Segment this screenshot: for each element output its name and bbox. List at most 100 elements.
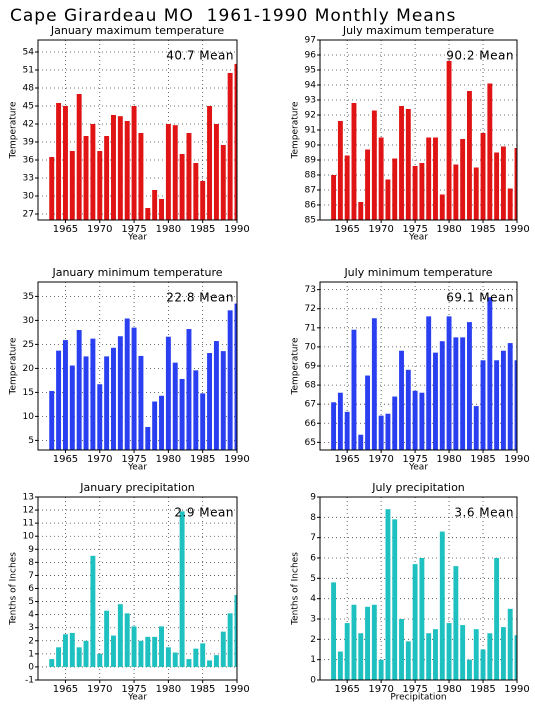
bar — [186, 329, 192, 450]
bar — [207, 660, 213, 667]
y-tick-label: 5 — [28, 436, 34, 446]
bar — [62, 340, 68, 450]
bar — [378, 137, 384, 220]
y-tick-label: 48 — [23, 84, 35, 94]
bar — [186, 659, 192, 667]
bar — [365, 606, 370, 680]
bar — [138, 640, 144, 667]
bar — [220, 631, 226, 667]
x-axis-label: Year — [127, 463, 147, 473]
bar — [399, 106, 404, 220]
y-tick-label: 97 — [305, 36, 316, 46]
bar — [159, 199, 164, 220]
bar — [446, 316, 452, 450]
bar — [179, 511, 185, 667]
y-tick-label: 54 — [23, 48, 35, 58]
bar — [480, 649, 486, 680]
bar — [227, 310, 233, 450]
bars — [49, 64, 237, 220]
y-tick-label: 30 — [23, 316, 35, 326]
x-axis-label: Year — [127, 233, 147, 243]
y-tick-label: 7 — [310, 533, 316, 543]
bar — [131, 327, 137, 450]
bar — [487, 83, 493, 220]
y-tick-label: 12 — [23, 506, 34, 516]
bar — [419, 163, 425, 220]
x-tick-label: 1970 — [87, 224, 112, 235]
bar — [124, 318, 130, 450]
bar — [83, 640, 89, 667]
bar — [344, 411, 350, 450]
bar — [337, 121, 343, 220]
bar — [76, 330, 82, 450]
bar — [385, 179, 391, 220]
bars — [49, 511, 237, 667]
annotation: 40.7 Mean — [166, 49, 234, 63]
bar — [131, 106, 137, 220]
y-axis-label: Temperature — [291, 101, 301, 159]
y-tick-label: 66 — [305, 419, 317, 429]
y-tick-label: 51 — [23, 66, 34, 76]
y-tick-label: 36 — [23, 156, 35, 166]
bar — [331, 175, 337, 220]
annotation: 22.8 Mean — [166, 291, 234, 305]
bar — [371, 110, 377, 220]
bar — [344, 623, 350, 680]
y-tick-label: 1 — [310, 655, 316, 665]
bar — [90, 124, 96, 220]
bar — [97, 151, 103, 220]
bar — [405, 109, 411, 220]
bar — [117, 604, 123, 667]
x-tick-label: 1965 — [334, 454, 359, 465]
bar — [460, 625, 466, 680]
bar — [487, 297, 493, 450]
bar — [446, 623, 452, 680]
y-tick-label: 8 — [28, 558, 34, 568]
bar — [152, 401, 158, 450]
x-tick-label: 1975 — [121, 684, 146, 695]
y-axis-label: Temperature — [291, 337, 301, 395]
bar — [145, 636, 151, 667]
y-tick-label: 33 — [23, 174, 34, 184]
y-tick-label: 8 — [310, 513, 316, 523]
x-tick-label: 1970 — [368, 224, 393, 235]
bar — [62, 106, 68, 220]
bar — [439, 194, 445, 220]
x-tick-label: 1975 — [402, 454, 427, 465]
panel: January precipitation-101234567891011121… — [9, 481, 250, 703]
y-axis-label: Temperature — [9, 337, 19, 395]
bar — [172, 652, 178, 667]
bar — [487, 633, 493, 680]
bar — [104, 136, 110, 220]
bar — [480, 360, 486, 450]
bar — [426, 316, 432, 450]
bar — [405, 369, 411, 450]
bar — [500, 350, 506, 450]
bar — [172, 362, 178, 450]
bar — [351, 329, 357, 450]
y-axis-label: Temperature — [9, 101, 19, 159]
x-tick-label: 1980 — [156, 454, 181, 465]
x-tick-label: 1970 — [87, 454, 112, 465]
bar — [207, 106, 213, 220]
x-tick-label: 1980 — [156, 684, 181, 695]
bar — [337, 651, 343, 680]
bar — [433, 352, 438, 450]
bar — [69, 632, 75, 667]
x-tick-label: 1975 — [121, 454, 146, 465]
x-tick-label: 1970 — [368, 454, 393, 465]
bar — [69, 151, 75, 220]
bar — [419, 392, 425, 450]
y-tick-label: 93 — [305, 96, 316, 106]
y-axis-label: Tenths of Inches — [9, 552, 19, 626]
y-tick-label: 3 — [310, 615, 316, 625]
bar — [117, 336, 123, 450]
bar — [507, 188, 513, 220]
y-tick-label: 30 — [23, 192, 35, 202]
y-tick-label: 25 — [23, 340, 34, 350]
bar — [193, 163, 199, 220]
bars — [331, 61, 517, 220]
y-tick-label: 96 — [305, 51, 317, 61]
y-tick-label: 94 — [305, 81, 317, 91]
